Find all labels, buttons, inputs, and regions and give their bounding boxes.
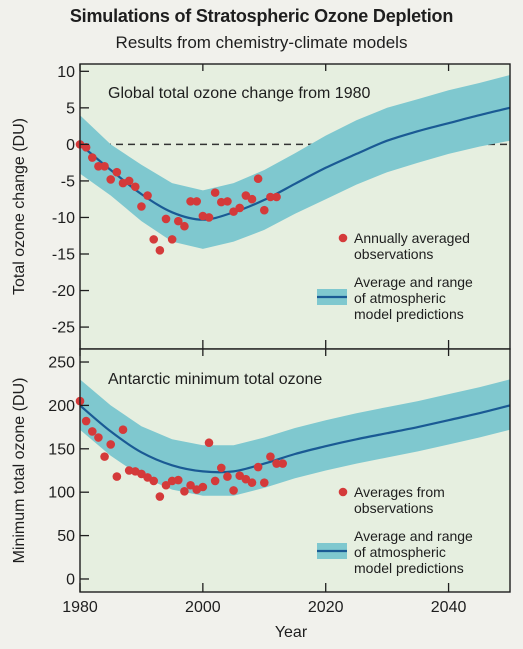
observation-point	[130, 182, 140, 192]
legend-band-label: of atmospheric	[354, 544, 446, 560]
antarctic-ozone-panel: 250 200 150 100 50 0 Minimum total ozone (DU) A…	[11, 348, 511, 593]
observation-point	[81, 416, 91, 426]
x-axis-label: Year	[275, 624, 308, 641]
y-tick-label: 150	[48, 441, 75, 458]
y-tick-label: 10	[57, 64, 75, 81]
observation-point	[216, 463, 226, 473]
observation-point	[173, 475, 183, 485]
y-tick-label: -25	[52, 320, 75, 337]
y-tick-label: 0	[66, 137, 75, 154]
plot-frame	[79, 348, 511, 593]
legend-point-marker	[338, 233, 348, 243]
y-axis-label: Minimum total ozone (DU)	[11, 378, 28, 564]
observation-point	[204, 438, 214, 448]
observation-point	[180, 487, 189, 496]
x-tick-label: 2040	[431, 599, 467, 616]
y-tick-label: 5	[66, 100, 75, 117]
observation-point	[112, 472, 122, 481]
chart-subtitle: Results from chemistry-climate models	[115, 33, 408, 52]
model-mean-line	[79, 106, 511, 221]
observation-point	[124, 176, 134, 186]
observation-point	[186, 480, 195, 490]
y-tick-label: -5	[61, 173, 75, 190]
observation-point	[87, 427, 97, 436]
observation-point	[100, 452, 109, 461]
legend-points-label: Averages from	[354, 484, 445, 500]
y-tick-label: -20	[52, 283, 75, 300]
observation-point	[81, 143, 91, 152]
observation-point	[167, 235, 177, 244]
y-tick-label: 0	[66, 571, 75, 588]
x-tick-label: 1980	[62, 599, 98, 616]
observation-point	[94, 162, 103, 171]
observation-point	[259, 478, 269, 487]
observation-point	[235, 203, 245, 213]
observation-point	[106, 440, 116, 449]
panel-annotation: Antarctic minimum total ozone	[108, 371, 322, 388]
observation-point	[180, 221, 189, 231]
y-tick-label: -10	[52, 210, 75, 227]
observation-point	[247, 478, 257, 487]
legend-points-label: Annually averaged	[354, 230, 470, 246]
observation-point	[118, 425, 128, 435]
legend-band-label: model predictions	[354, 306, 464, 322]
observation-point	[253, 462, 263, 472]
observation-point	[137, 202, 146, 211]
y-tick-label: 100	[48, 485, 75, 502]
observation-point	[272, 459, 281, 468]
observation-point	[106, 175, 116, 184]
panel-annotation: Global total ozone change from 1980	[108, 85, 371, 102]
legend-band-label: of atmospheric	[354, 290, 446, 306]
legend-point-marker	[338, 487, 348, 497]
observation-point	[259, 205, 269, 215]
observation-point	[149, 476, 159, 486]
observation-point	[94, 433, 103, 442]
observation-point	[143, 191, 152, 200]
observation-point	[161, 480, 171, 490]
observation-point	[247, 194, 257, 204]
chart-title: Simulations of Stratospheric Ozone Deple…	[69, 6, 454, 26]
observation-point	[278, 459, 288, 468]
observation-point	[173, 216, 183, 226]
observation-point	[87, 153, 97, 162]
observation-point	[266, 452, 275, 461]
observation-point	[186, 197, 195, 206]
observation-point	[161, 214, 171, 224]
x-tick-label: 2020	[308, 599, 344, 616]
model-range-band	[80, 75, 510, 249]
observation-point	[210, 476, 220, 486]
x-axis: 1980 2000 2020 2040 Year	[62, 599, 466, 641]
observation-point	[266, 192, 275, 202]
legend-points-label: observations	[354, 246, 433, 262]
observation-point	[204, 213, 214, 222]
legend-band-label: Average and range	[354, 528, 473, 544]
legend-points-label: observations	[354, 500, 433, 516]
observation-point	[223, 197, 232, 206]
observation-point	[272, 192, 281, 202]
x-tick-label: 2000	[185, 599, 221, 616]
global-ozone-panel: 10 5 0 -5 -10 -15 -20 -25 Total ozone change (DU…	[11, 63, 511, 350]
observation-point	[229, 486, 238, 495]
observation-point	[253, 174, 263, 184]
model-mean-line	[79, 404, 511, 474]
observation-point	[210, 188, 220, 197]
legend-band-label: model predictions	[354, 560, 464, 576]
observation-point	[192, 197, 202, 206]
observation-point	[112, 167, 122, 177]
observation-point	[155, 246, 165, 255]
observation-point	[155, 492, 165, 501]
y-tick-label: 200	[48, 398, 75, 415]
y-tick-label: -15	[52, 247, 75, 264]
observation-point	[149, 235, 159, 244]
legend-band-label: Average and range	[354, 274, 473, 290]
model-range-band	[80, 379, 510, 496]
observation-point	[100, 162, 109, 171]
observation-point	[198, 482, 208, 492]
y-tick-label: 250	[48, 355, 75, 372]
y-tick-label: 50	[57, 528, 75, 545]
observation-point	[223, 472, 232, 481]
y-axis-label: Total ozone change (DU)	[11, 118, 28, 295]
